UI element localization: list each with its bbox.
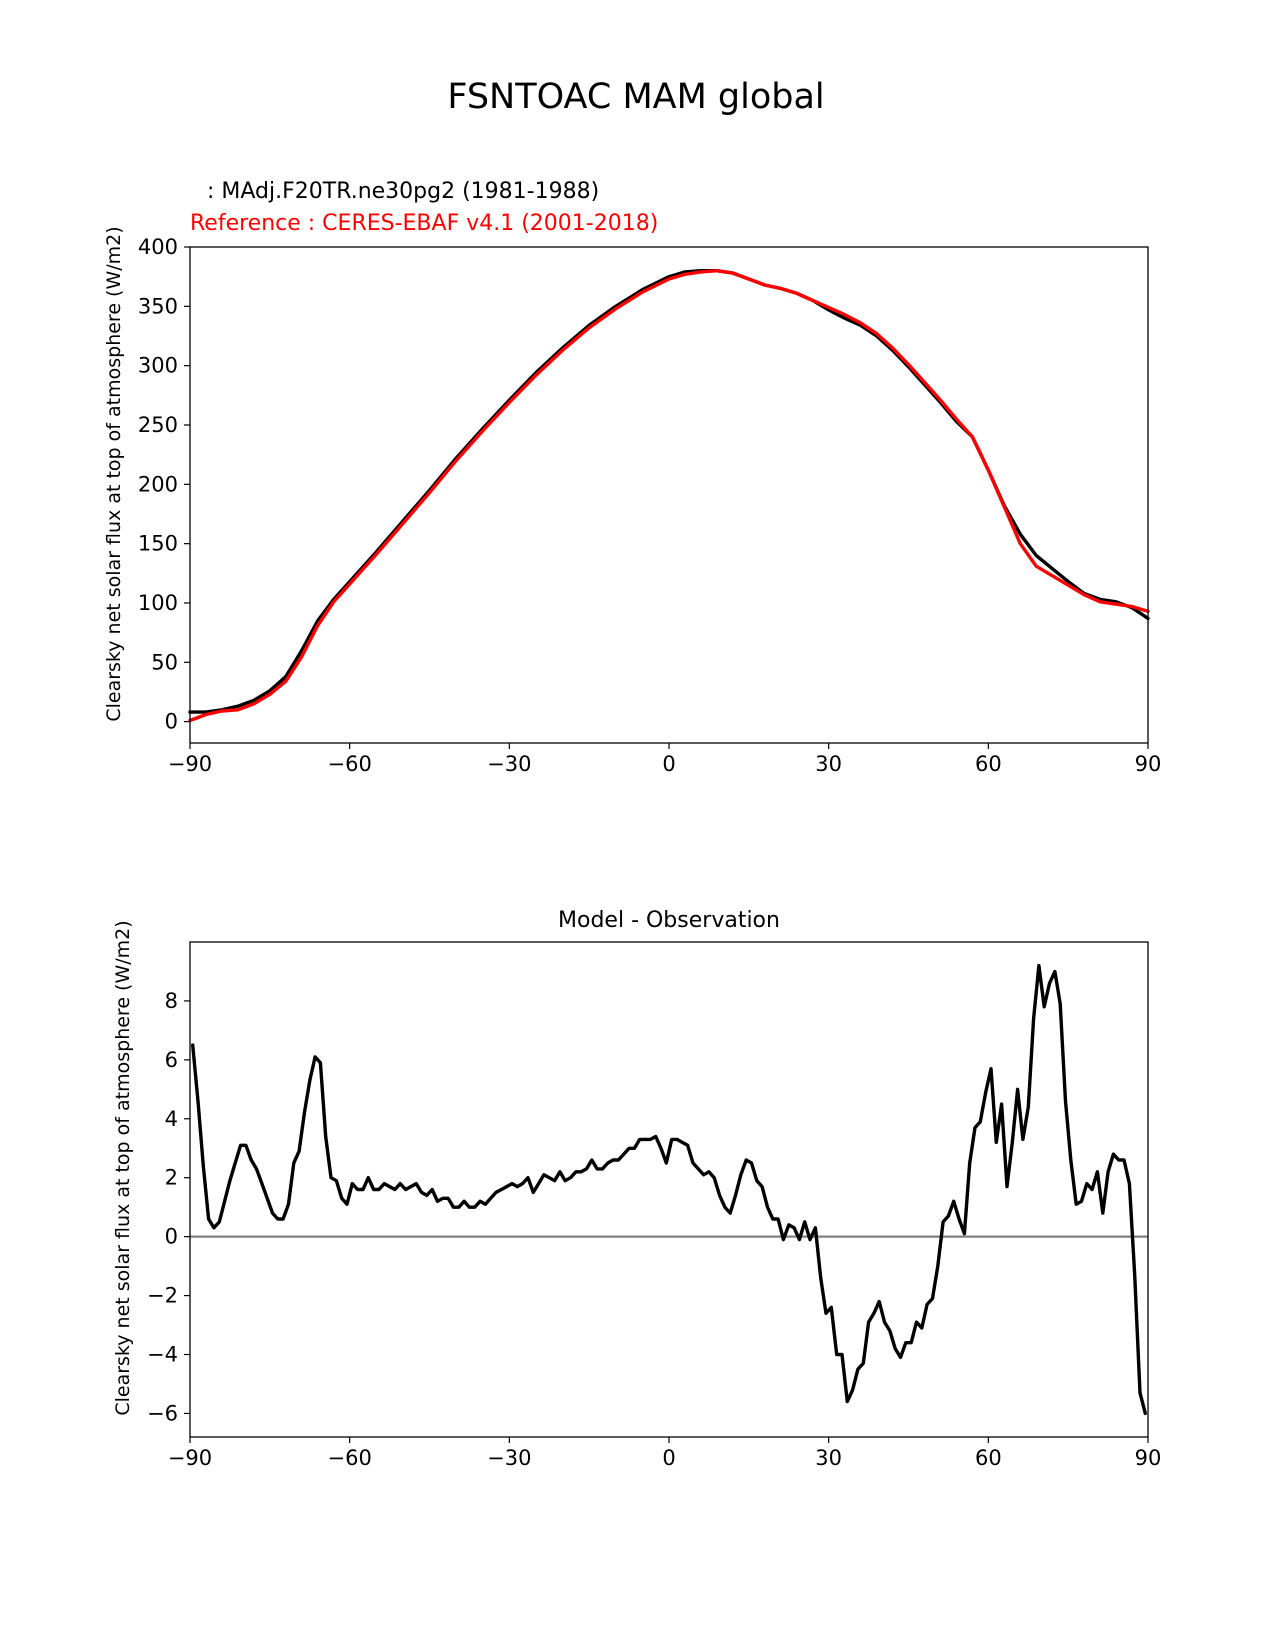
top-x-tick-label: 90 — [1135, 752, 1162, 776]
bottom-x-tick-label: 90 — [1135, 1446, 1162, 1470]
top-y-tick-label: 350 — [138, 294, 178, 318]
test-label: : MAdj.F20TR.ne30pg2 (1981-1988) — [200, 179, 599, 204]
bottom-y-tick-label: 4 — [165, 1107, 178, 1131]
bottom-x-tick-label: −30 — [487, 1446, 531, 1470]
bottom-axes-layer: −90 −60 −30 0 30 60 90 −6 −4 −2 0 2 4 6 8 — [147, 989, 1161, 1470]
bottom-panel-title: Model - Observation — [558, 908, 780, 933]
bottom-y-tick-label: −2 — [147, 1284, 178, 1308]
bottom-y-tick-label: 2 — [165, 1166, 178, 1190]
top-plot-frame — [189, 246, 1149, 744]
top-y-tick-label: 250 — [138, 413, 178, 437]
top-series-observation-line — [188, 269, 1150, 723]
bottom-panel: Model - Observation Clearsky net solar f… — [112, 908, 1161, 1470]
top-x-tick-label: 30 — [815, 752, 842, 776]
top-panel: : MAdj.F20TR.ne30pg2 (1981-1988) Referen… — [103, 179, 1161, 776]
top-axes-layer: −90 −60 −30 0 30 60 90 0 50 100 150 200 250 300 350 400 — [138, 235, 1161, 776]
figure-title: FSNTOAC MAM global — [447, 77, 824, 117]
bottom-x-tick-label: 30 — [815, 1446, 842, 1470]
bottom-y-tick-label: −6 — [147, 1401, 178, 1425]
top-y-tick-label: 400 — [138, 235, 178, 259]
top-series-layer — [188, 269, 1150, 723]
top-y-tick-label: 50 — [151, 650, 178, 674]
bottom-x-tick-label: −60 — [328, 1446, 372, 1470]
bottom-x-tick-label: 60 — [975, 1446, 1002, 1470]
bottom-x-tick-label: −90 — [168, 1446, 212, 1470]
top-x-tick-label: −30 — [487, 752, 531, 776]
bottom-y-tick-label: 6 — [165, 1048, 178, 1072]
bottom-series-model-observation-line — [190, 963, 1148, 1416]
bottom-y-tick-label: 8 — [165, 989, 178, 1013]
top-y-tick-label: 300 — [138, 354, 178, 378]
bottom-y-axis-label: Clearsky net solar flux at top of atmosp… — [112, 920, 134, 1415]
top-y-tick-label: 200 — [138, 472, 178, 496]
top-y-tick-label: 150 — [138, 532, 178, 556]
reference-label: Reference : CERES-EBAF v4.1 (2001-2018) — [190, 211, 658, 236]
top-x-tick-label: −90 — [168, 752, 212, 776]
bottom-series-layer — [190, 963, 1148, 1416]
bottom-y-tick-label: −4 — [147, 1343, 178, 1367]
bottom-plot-frame — [189, 941, 1149, 1438]
bottom-x-tick-label: 0 — [662, 1446, 675, 1470]
top-x-tick-label: −60 — [328, 752, 372, 776]
top-x-tick-label: 0 — [662, 752, 675, 776]
top-y-tick-label: 100 — [138, 591, 178, 615]
top-y-axis-label: Clearsky net solar flux at top of atmosp… — [103, 226, 125, 721]
top-y-tick-label: 0 — [165, 710, 178, 734]
bottom-y-tick-label: 0 — [165, 1225, 178, 1249]
top-x-tick-label: 60 — [975, 752, 1002, 776]
